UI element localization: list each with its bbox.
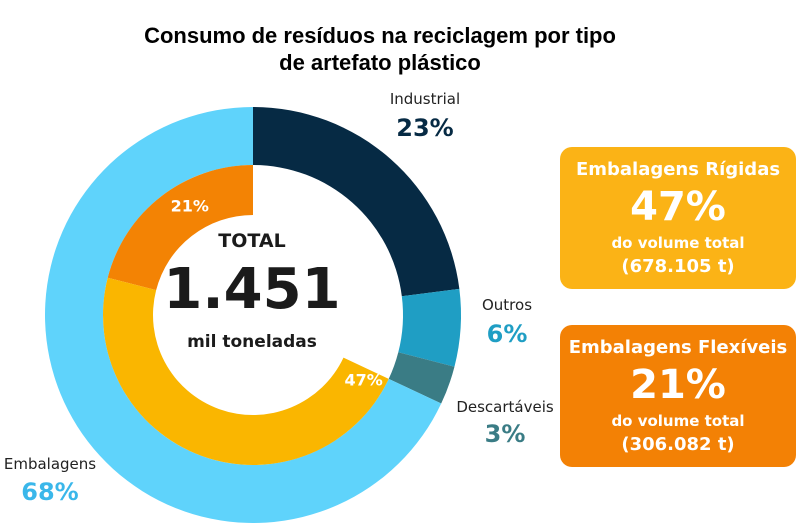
inner-pct-rigidas: 47% xyxy=(344,370,382,389)
inner-slice-embalagens-flexiveis xyxy=(107,165,253,291)
label-embalagens: Embalagens xyxy=(3,455,97,473)
card-flexiveis-title: Embalagens Flexíveis xyxy=(568,337,788,358)
chart-title-line-1: Consumo de resíduos na reciclagem por ti… xyxy=(144,23,616,48)
card-flexiveis-value: (306.082 t) xyxy=(621,434,735,455)
inner-slice-embalagens-rigidas xyxy=(102,277,389,466)
center-unit-label: mil toneladas xyxy=(187,332,317,352)
label-descartaveis: Descartáveis xyxy=(456,398,554,416)
outer-slice-embalagens xyxy=(45,107,442,523)
center-total-value: 1.451 xyxy=(163,257,341,322)
pct-outros: 6% xyxy=(486,320,528,348)
pct-embalagens: 68% xyxy=(21,478,79,506)
pct-descartaveis: 3% xyxy=(484,420,526,448)
center-total-label: TOTAL xyxy=(218,230,286,252)
chart-title: Consumo de resíduos na reciclagem por ti… xyxy=(120,22,640,76)
outer-slice-outros xyxy=(398,288,462,367)
card-rigidas: Embalagens Rígidas 47% do volume total (… xyxy=(560,147,796,289)
outer-slice-industrial xyxy=(253,107,460,297)
outer-slice-descartaveis xyxy=(388,352,455,404)
card-rigidas-title: Embalagens Rígidas xyxy=(575,159,781,180)
card-rigidas-pct: 47% xyxy=(630,184,726,230)
pct-industrial: 23% xyxy=(396,114,454,142)
card-flexiveis: Embalagens Flexíveis 21% do volume total… xyxy=(560,325,796,467)
card-flexiveis-pct: 21% xyxy=(630,362,726,408)
inner-pct-flexiveis: 21% xyxy=(171,196,209,215)
label-industrial: Industrial xyxy=(389,90,461,108)
chart-title-line-2: de artefato plástico xyxy=(279,50,481,75)
card-rigidas-value: (678.105 t) xyxy=(621,256,735,277)
card-flexiveis-sub: do volume total xyxy=(611,412,745,430)
label-outros: Outros xyxy=(481,296,533,314)
card-rigidas-sub: do volume total xyxy=(611,234,745,252)
